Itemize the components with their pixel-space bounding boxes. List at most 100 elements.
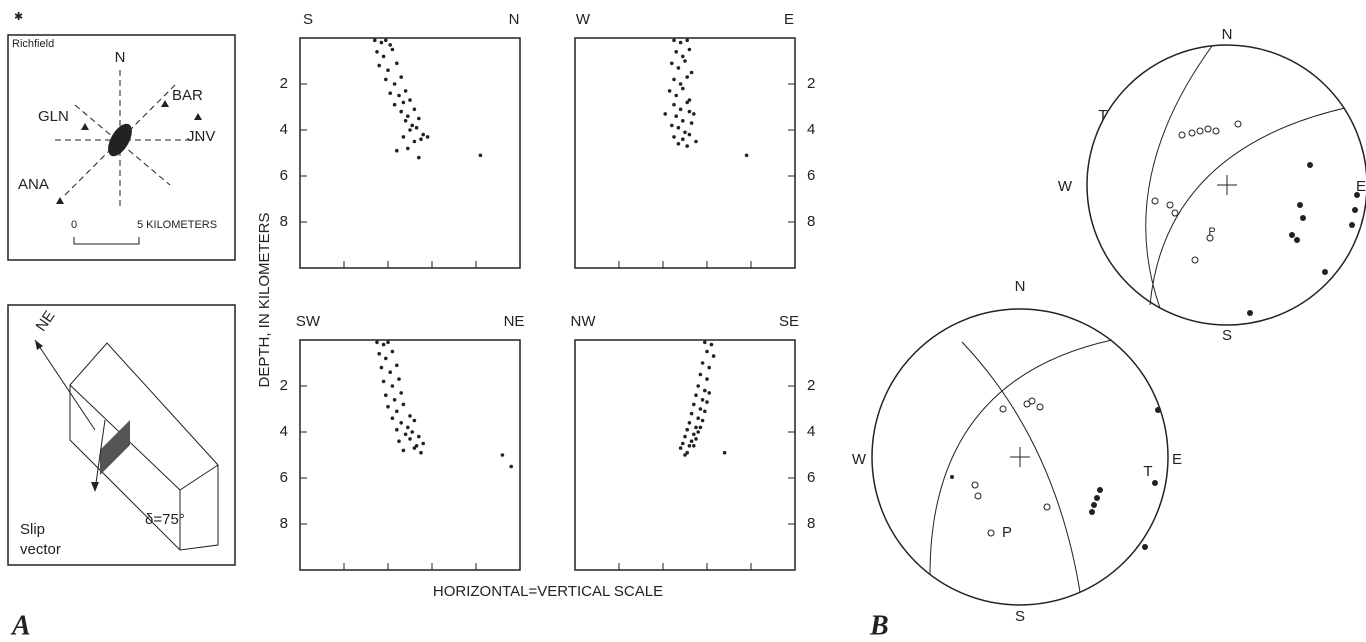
point	[696, 416, 700, 421]
y-tick-label: 8	[807, 515, 815, 532]
point	[386, 404, 390, 409]
point	[672, 102, 676, 107]
point	[386, 340, 390, 345]
scale-bar	[73, 237, 140, 245]
point	[412, 139, 417, 144]
point	[705, 377, 709, 381]
point	[674, 50, 678, 54]
point	[395, 148, 399, 153]
point	[388, 370, 393, 375]
point	[401, 100, 406, 105]
point	[707, 365, 711, 370]
point	[417, 434, 421, 439]
y-tick-label: 8	[280, 515, 288, 532]
station-label: JNV	[187, 128, 215, 145]
point	[414, 444, 419, 448]
x-axis-label: HORIZONTAL=VERTICAL SCALE	[433, 583, 663, 600]
slip-patch	[100, 420, 130, 475]
point	[700, 418, 705, 423]
point	[687, 47, 692, 52]
point	[406, 146, 410, 151]
point	[381, 54, 386, 59]
point	[678, 82, 683, 86]
y-tick-label: 6	[280, 167, 288, 184]
fault-block	[69, 342, 219, 551]
point	[681, 441, 685, 446]
plot-frame	[299, 339, 521, 571]
point	[692, 402, 696, 407]
south-label: S	[1222, 327, 1232, 344]
section-end-label: W	[576, 11, 591, 28]
plot-frame	[574, 37, 796, 269]
point	[676, 142, 681, 146]
point	[390, 349, 395, 354]
point	[696, 384, 700, 388]
epicenter-cluster	[108, 123, 132, 157]
point	[705, 349, 709, 354]
east-label: E	[1356, 178, 1366, 195]
section-end-label: NE	[504, 313, 525, 330]
station-label: BAR	[172, 87, 203, 104]
solid-points	[1247, 162, 1360, 316]
point	[672, 135, 676, 139]
point	[689, 121, 694, 125]
point	[700, 398, 705, 402]
point	[375, 50, 379, 54]
point	[678, 107, 683, 112]
direction-label: NE	[33, 308, 59, 335]
point	[373, 38, 377, 43]
point	[406, 114, 410, 118]
block-frame	[7, 304, 236, 566]
point	[687, 132, 692, 137]
dip-label: δ=75°	[145, 511, 185, 528]
point	[683, 130, 687, 135]
point	[403, 432, 408, 437]
y-tick-label: 6	[807, 167, 815, 184]
point	[694, 139, 698, 144]
y-tick-label: 6	[807, 469, 815, 486]
point	[395, 363, 399, 368]
point	[685, 450, 689, 455]
point	[687, 98, 692, 102]
point	[685, 75, 689, 79]
town-label: Richfield	[12, 38, 54, 50]
section-end-label: SW	[296, 313, 321, 330]
point	[681, 119, 685, 123]
stereonet: N S W E T P	[1058, 26, 1366, 344]
point	[674, 93, 678, 98]
open-points	[971, 397, 1051, 537]
point	[722, 450, 727, 455]
panel-label: A	[10, 610, 31, 641]
y-tick-label: 8	[280, 213, 288, 230]
t-axis-label: T	[1098, 107, 1107, 124]
section-end-label: SE	[779, 313, 799, 330]
point	[401, 402, 406, 407]
point	[384, 38, 388, 43]
north-label: N	[1222, 26, 1233, 43]
point	[683, 59, 687, 63]
point	[685, 427, 689, 432]
point	[377, 352, 382, 356]
point	[386, 68, 390, 72]
south-label: S	[1015, 608, 1025, 625]
y-tick-label: 4	[807, 121, 815, 138]
point	[681, 54, 685, 59]
net-center	[1217, 175, 1237, 195]
station-label: ANA	[18, 176, 49, 193]
p-axis-label: P	[1002, 524, 1012, 541]
t-axis-label: T	[1143, 463, 1152, 480]
point	[417, 116, 421, 121]
point	[417, 155, 421, 160]
section-end-label: N	[509, 11, 520, 28]
point	[379, 365, 384, 370]
panel-label: B	[869, 610, 889, 641]
point	[388, 43, 393, 47]
point	[408, 98, 412, 102]
section-end-label: NW	[571, 313, 597, 330]
point	[406, 425, 410, 430]
solid-points	[950, 407, 1161, 550]
point	[692, 112, 696, 116]
section-end-label: S	[303, 11, 313, 28]
station-markers	[56, 100, 202, 204]
nodal-plane	[1145, 45, 1346, 309]
